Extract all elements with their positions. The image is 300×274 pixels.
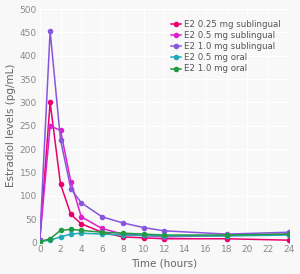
E2 0.5 mg sublingual [48,124,52,127]
E2 0.5 mg sublingual [80,215,83,218]
E2 0.25 mg sublingual [100,231,104,234]
E2 1.0 mg oral [48,237,52,240]
Line: E2 1.0 mg sublingual: E2 1.0 mg sublingual [38,29,291,242]
E2 1.0 mg sublingual [163,229,166,232]
E2 0.5 mg oral [80,232,83,235]
E2 0.25 mg sublingual [59,182,62,186]
E2 0.5 mg sublingual [121,232,124,236]
Line: E2 0.5 mg sublingual: E2 0.5 mg sublingual [38,124,291,242]
E2 0.5 mg sublingual [225,234,228,237]
E2 1.0 mg sublingual [48,29,52,33]
E2 1.0 mg sublingual [100,215,104,218]
E2 1.0 mg sublingual [69,187,73,190]
E2 0.5 mg oral [48,239,52,242]
Line: E2 1.0 mg oral: E2 1.0 mg oral [38,227,291,244]
E2 1.0 mg sublingual [38,239,42,242]
E2 1.0 mg oral [38,240,42,243]
E2 1.0 mg sublingual [80,201,83,204]
E2 0.5 mg oral [121,233,124,237]
E2 0.5 mg sublingual [38,239,42,242]
E2 1.0 mg sublingual [121,221,124,224]
E2 0.5 mg oral [163,234,166,238]
E2 1.0 mg sublingual [225,232,228,236]
E2 0.25 mg sublingual [38,239,42,242]
E2 0.5 mg oral [69,232,73,236]
E2 0.5 mg sublingual [142,234,145,237]
E2 1.0 mg oral [69,228,73,231]
Line: E2 0.5 mg oral: E2 0.5 mg oral [38,231,291,244]
E2 1.0 mg oral [163,233,166,237]
E2 1.0 mg oral [59,229,62,232]
E2 1.0 mg oral [225,233,228,237]
E2 0.25 mg sublingual [69,213,73,216]
E2 1.0 mg oral [142,232,145,236]
E2 0.25 mg sublingual [48,101,52,104]
Line: E2 0.25 mg sublingual: E2 0.25 mg sublingual [38,100,291,242]
E2 0.25 mg sublingual [287,239,291,242]
E2 0.5 mg oral [287,233,291,237]
E2 0.5 mg sublingual [100,227,104,230]
E2 0.25 mg sublingual [225,237,228,240]
Y-axis label: Estradiol levels (pg/mL): Estradiol levels (pg/mL) [6,64,16,187]
E2 0.5 mg sublingual [69,180,73,184]
E2 0.5 mg sublingual [163,235,166,239]
E2 0.5 mg oral [59,235,62,239]
E2 0.5 mg oral [142,234,145,237]
E2 0.5 mg sublingual [59,129,62,132]
E2 0.25 mg sublingual [121,235,124,239]
X-axis label: Time (hours): Time (hours) [131,258,197,269]
E2 0.5 mg oral [38,240,42,243]
E2 1.0 mg sublingual [59,138,62,141]
Legend: E2 0.25 mg sublingual, E2 0.5 mg sublingual, E2 1.0 mg sublingual, E2 0.5 mg ora: E2 0.25 mg sublingual, E2 0.5 mg subling… [169,18,282,75]
E2 1.0 mg oral [80,229,83,232]
E2 1.0 mg oral [100,231,104,234]
E2 1.0 mg oral [121,232,124,235]
E2 1.0 mg sublingual [287,231,291,234]
E2 0.25 mg sublingual [142,236,145,239]
E2 0.5 mg oral [225,234,228,238]
E2 0.5 mg sublingual [287,232,291,236]
E2 0.25 mg sublingual [80,222,83,226]
E2 1.0 mg sublingual [142,226,145,229]
E2 1.0 mg oral [287,232,291,236]
E2 0.5 mg oral [100,232,104,236]
E2 0.25 mg sublingual [163,237,166,240]
